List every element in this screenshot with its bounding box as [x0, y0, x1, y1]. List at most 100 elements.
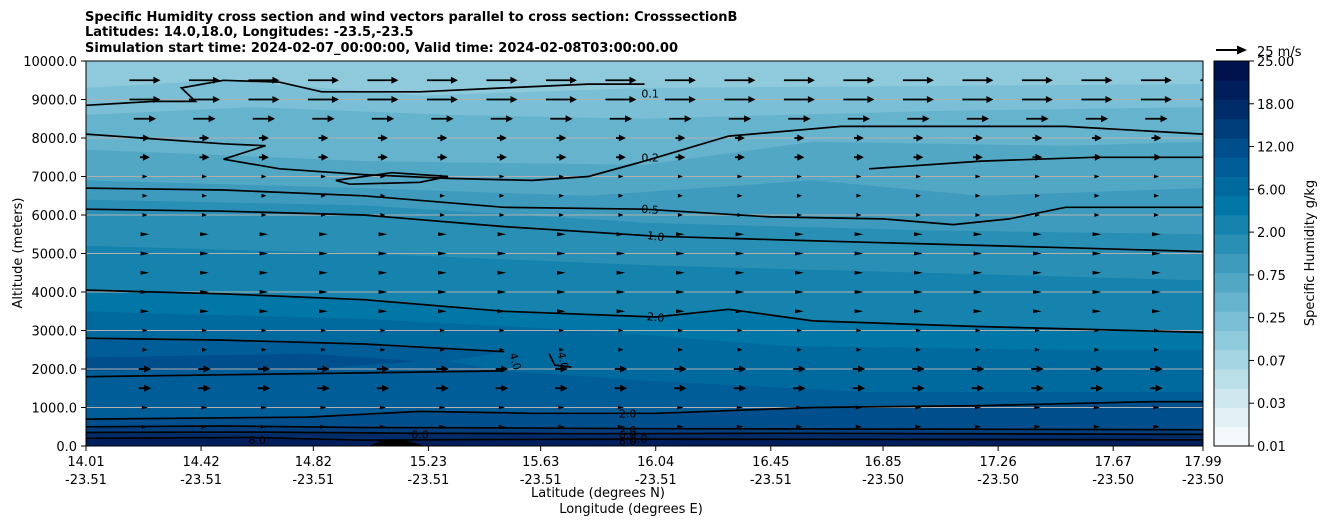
- wind-vector-284: [1153, 347, 1159, 352]
- wind-vector-223: [914, 290, 923, 294]
- x-axis-label-longitude: Longitude (degrees E): [559, 502, 703, 517]
- wind-vector-183: [795, 251, 804, 256]
- wind-vector-head-10: [688, 76, 696, 84]
- wind-vector-168: [1033, 232, 1042, 237]
- wind-vector-126: [796, 193, 802, 198]
- contour-line-6: [86, 208, 1203, 253]
- wind-vector-160: [557, 232, 566, 237]
- wind-vector-head-62: [380, 134, 388, 142]
- wind-vector-105: [677, 174, 683, 179]
- wind-vector-236: [557, 309, 566, 314]
- wind-vector-329: [439, 405, 446, 410]
- wind-vector-226: [1092, 290, 1102, 294]
- wind-vector-120: [439, 193, 445, 198]
- wind-vector-head-288: [263, 365, 271, 373]
- wind-vector-head-298: [858, 365, 866, 373]
- wind-vector-106: [737, 174, 743, 179]
- y-tick-label-6: 6000.0: [32, 209, 78, 224]
- wind-vector-280: [915, 347, 921, 352]
- wind-vector-head-49: [744, 115, 752, 123]
- wind-vector-151: [1153, 213, 1159, 217]
- wind-vector-head-11: [748, 76, 756, 84]
- wind-vector-143: [677, 213, 683, 217]
- contour-label-11: 6.0: [630, 432, 648, 445]
- wind-vector-head-37: [1164, 96, 1172, 103]
- wind-vector-head-74: [1094, 134, 1102, 142]
- wind-vector-head-293: [560, 365, 568, 373]
- wind-vector-head-46: [565, 115, 573, 123]
- x-tick-lon-9: -23.50: [1092, 473, 1134, 488]
- wind-vector-head-16: [1045, 76, 1053, 84]
- wind-vector-130: [1034, 193, 1040, 198]
- contour-line-8: [86, 337, 505, 353]
- y-tick-label-3: 3000.0: [32, 325, 78, 340]
- contour-line-4: [335, 171, 449, 186]
- wind-vector-head-286: [144, 365, 152, 373]
- x-tick-lat-6: 16.45: [752, 455, 789, 470]
- wind-vector-262: [975, 328, 981, 333]
- wind-vector-head-308: [322, 384, 330, 392]
- wind-vector-head-80: [321, 153, 329, 161]
- y-tick-label-1: 1000.0: [32, 402, 78, 417]
- wind-vector-113: [1153, 174, 1159, 179]
- y-tick-label-5: 5000.0: [32, 248, 78, 263]
- wind-vector-205: [973, 270, 983, 275]
- contour-line-9: [86, 370, 505, 378]
- wind-vector-327: [320, 405, 327, 410]
- wind-vector-261: [915, 328, 921, 333]
- colorbar: 0.01 0.03 0.07 0.25 0.75 2.00 6.00 12.00 18.00 25…: [1213, 55, 1294, 455]
- wind-vector-head-294: [620, 365, 628, 373]
- y-tick-label-9: 9000.0: [32, 94, 78, 109]
- wind-vector-head-43: [387, 115, 395, 123]
- wind-vector-242: [914, 309, 923, 314]
- wind-vector-108: [856, 174, 862, 179]
- wind-vector-99: [320, 174, 326, 179]
- wind-vector-352: [677, 424, 684, 429]
- wind-vector-head-48: [684, 115, 692, 123]
- wind-vector-head-5: [391, 76, 399, 84]
- wind-vector-head-319: [977, 384, 985, 392]
- wind-vector-206: [1033, 270, 1042, 275]
- wind-vector-220: [735, 290, 745, 294]
- wind-vector-head-52: [922, 115, 930, 123]
- wind-vector-head-15: [986, 76, 994, 84]
- humidity-contour-lines: 0.10.20.51.02.04.0 4.02.02.06.06.06.0 8.08…: [86, 79, 1203, 446]
- wind-vector-199: [616, 270, 626, 275]
- colorbar-tick-label-1: 0.03: [1257, 397, 1286, 412]
- wind-vector-head-295: [679, 365, 687, 373]
- wind-vector-117: [261, 193, 267, 198]
- wind-vector-212: [259, 290, 269, 294]
- y-axis: 0.0 1000.0 2000.0 3000.0 4000.0 5000.0 6000.0 7…: [23, 55, 86, 455]
- contour-label-5: 2.0: [646, 310, 665, 325]
- wind-vector-268: [201, 347, 207, 352]
- gridlines: [86, 99, 1203, 408]
- wind-vector-157: [378, 232, 388, 237]
- contour-line-14: [86, 436, 1203, 442]
- wind-vector-167: [973, 232, 983, 237]
- wind-vector-head-320: [1036, 384, 1044, 392]
- wind-vector-244: [1033, 309, 1042, 314]
- x-tick-lon-6: -23.51: [750, 473, 792, 488]
- wind-vector-250: [261, 328, 267, 333]
- colorbar-segment-16: [1214, 138, 1249, 158]
- colorbar-segment-11: [1214, 234, 1249, 254]
- wind-vector-head-315: [739, 384, 747, 392]
- y-axis-label: Altitude (meters): [11, 198, 26, 309]
- x-tick-lon-10: -23.50: [1182, 473, 1224, 488]
- wind-vector-252: [380, 328, 386, 333]
- wind-vector-head-72: [975, 134, 983, 142]
- wind-vector-head-21: [212, 96, 220, 103]
- wind-vector-head-6: [450, 76, 458, 84]
- wind-vector-218: [616, 290, 626, 294]
- wind-vector-176: [378, 251, 388, 256]
- wind-vector-238: [676, 309, 685, 314]
- wind-vector-213: [319, 290, 328, 294]
- wind-vector-245: [1092, 309, 1102, 314]
- wind-vector-181: [676, 251, 685, 256]
- wind-vector-head-60: [261, 134, 269, 142]
- wind-vector-355: [855, 424, 863, 429]
- wind-vector-237: [616, 309, 626, 314]
- wind-vector-282: [1034, 347, 1040, 352]
- contour-label-12: 6.0: [411, 429, 429, 442]
- wind-vector-112: [1094, 174, 1100, 179]
